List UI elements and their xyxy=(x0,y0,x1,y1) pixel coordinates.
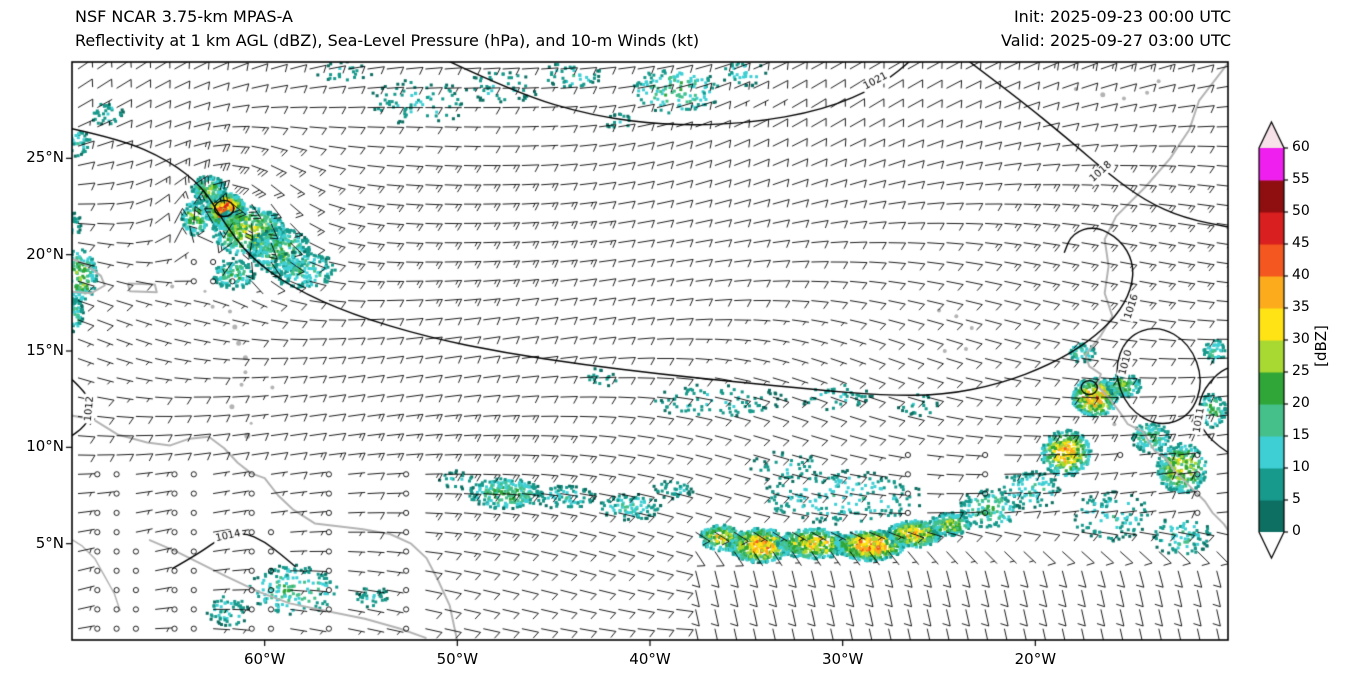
y-axis-tick-label: 25°N xyxy=(26,148,64,167)
y-axis-tick-label: 20°N xyxy=(26,244,64,263)
valid-time-label: Valid: 2025-09-27 03:00 UTC xyxy=(1000,31,1231,50)
colorbar-tick-label: 40 xyxy=(1292,267,1310,283)
colorbar-tick-label: 30 xyxy=(1292,331,1310,347)
colorbar-tick-label: 35 xyxy=(1292,299,1310,315)
model-title: NSF NCAR 3.75-km MPAS-A xyxy=(75,7,293,26)
colorbar-tick-label: 60 xyxy=(1292,139,1310,155)
colorbar-tick-label: 50 xyxy=(1292,203,1310,219)
x-axis-tick-label: 60°W xyxy=(243,650,286,668)
x-axis-tick-label: 20°W xyxy=(1014,650,1057,668)
colorbar-tick-label: 0 xyxy=(1292,523,1301,539)
colorbar-tick-label: 20 xyxy=(1292,395,1310,411)
plot-fields-subtitle: Reflectivity at 1 km AGL (dBZ), Sea-Leve… xyxy=(75,31,700,50)
init-time-label: Init: 2025-09-23 00:00 UTC xyxy=(1013,7,1231,26)
x-axis-tick-label: 40°W xyxy=(629,650,671,668)
y-axis-tick-label: 10°N xyxy=(26,437,64,456)
colorbar-tick-label: 55 xyxy=(1292,171,1310,187)
colorbar-tick-label: 5 xyxy=(1292,491,1301,507)
colorbar-tick-label: 25 xyxy=(1292,363,1310,379)
y-axis-tick-label: 15°N xyxy=(26,341,64,359)
y-axis-tick-label: 5°N xyxy=(35,533,64,552)
colorbar-tick-label: 15 xyxy=(1292,427,1310,443)
colorbar-tick-label: 45 xyxy=(1292,235,1310,251)
x-axis-tick-label: 50°W xyxy=(436,650,479,668)
x-axis-tick-label: 30°W xyxy=(821,650,864,668)
colorbar-tick-label: 10 xyxy=(1292,459,1310,475)
